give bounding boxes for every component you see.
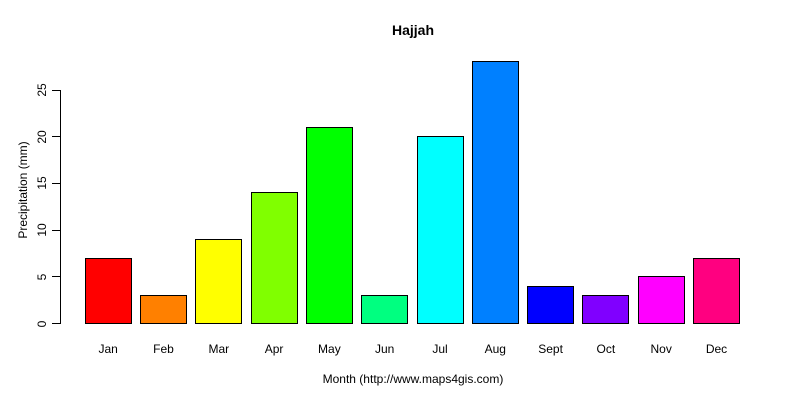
y-axis-title: Precipitation (mm) xyxy=(16,141,30,239)
y-tick-label: 15 xyxy=(35,176,49,191)
y-tick-label: 0 xyxy=(35,320,49,327)
y-tick-mark xyxy=(52,136,60,138)
bar-oct xyxy=(582,294,630,324)
bar-dec xyxy=(693,257,740,324)
x-tick-label-jun: Jun xyxy=(375,342,395,356)
y-tick-mark xyxy=(52,182,60,184)
chart-title: Hajjah xyxy=(391,22,434,38)
bar-apr xyxy=(250,192,298,324)
y-axis-line xyxy=(60,89,61,324)
x-tick-label-apr: Apr xyxy=(264,342,284,356)
x-tick-label-may: May xyxy=(318,342,341,356)
y-tick-label: 10 xyxy=(35,223,49,237)
bar-jan xyxy=(84,257,132,324)
x-tick-label-nov: Nov xyxy=(650,342,672,356)
y-tick-mark xyxy=(52,276,60,278)
x-tick-label-sept: Sept xyxy=(538,342,563,356)
y-tick-label: 5 xyxy=(35,273,49,281)
y-tick-mark xyxy=(52,229,60,231)
bar-may xyxy=(305,126,353,324)
bar-jul xyxy=(416,136,464,324)
bar-aug xyxy=(471,61,519,324)
y-tick-label: 25 xyxy=(35,83,49,97)
x-tick-label-dec: Dec xyxy=(705,342,728,356)
x-tick-label-feb: Feb xyxy=(153,342,174,356)
x-tick-label-jul: Jul xyxy=(432,342,448,356)
y-tick-mark xyxy=(52,89,60,91)
x-tick-label-mar: Mar xyxy=(208,342,230,356)
x-tick-label-aug: Aug xyxy=(484,342,506,356)
y-tick-mark xyxy=(52,323,60,324)
y-tick-label: 20 xyxy=(35,130,49,144)
x-axis-title: Month (http://www.maps4gis.com) xyxy=(322,372,504,386)
bar-nov xyxy=(637,276,685,324)
bar-sept xyxy=(527,285,575,324)
x-tick-label-jan: Jan xyxy=(98,342,118,356)
bar-jun xyxy=(361,294,409,324)
bar-mar xyxy=(195,238,243,324)
bar-feb xyxy=(140,294,187,324)
x-tick-label-oct: Oct xyxy=(596,342,616,356)
